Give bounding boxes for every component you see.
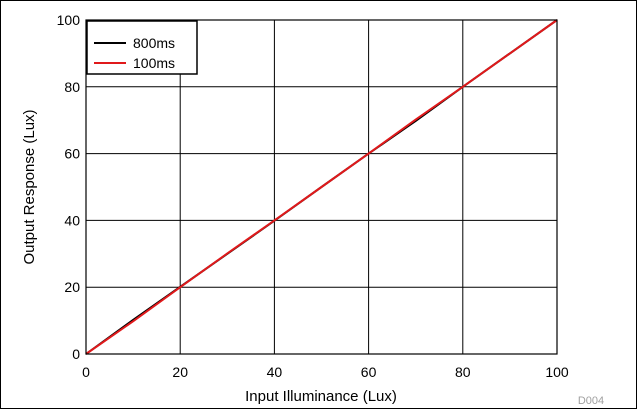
y-tick-label: 40 (64, 212, 80, 228)
grid-lines (86, 20, 557, 354)
y-axis-title: Output Response (Lux) (21, 109, 38, 264)
figure-code: D004 (578, 395, 604, 407)
series-lines (85, 19, 558, 355)
x-tick-label: 60 (361, 364, 377, 380)
x-tick-label: 0 (82, 364, 90, 380)
y-tick-label: 20 (64, 279, 80, 295)
y-tick-label: 100 (57, 12, 81, 28)
plot-border (85, 19, 558, 355)
x-tick-label: 20 (172, 364, 188, 380)
x-tick-label: 40 (267, 364, 283, 380)
x-tick-label: 80 (455, 364, 471, 380)
legend: 800ms 100ms (86, 20, 198, 75)
x-tick-label: 100 (545, 364, 569, 380)
legend-label-800ms: 800ms (133, 35, 175, 51)
y-tick-label: 0 (72, 346, 80, 362)
legend-label-100ms: 100ms (133, 55, 175, 71)
y-tick-label: 80 (64, 79, 80, 95)
tick-labels: 0 20 40 60 80 100 0 20 40 60 80 100 (57, 12, 569, 380)
legend-box (86, 20, 198, 75)
series-line-100ms (85, 19, 558, 355)
x-axis-title: Input Illuminance (Lux) (245, 388, 397, 405)
y-tick-label: 60 (64, 146, 80, 162)
